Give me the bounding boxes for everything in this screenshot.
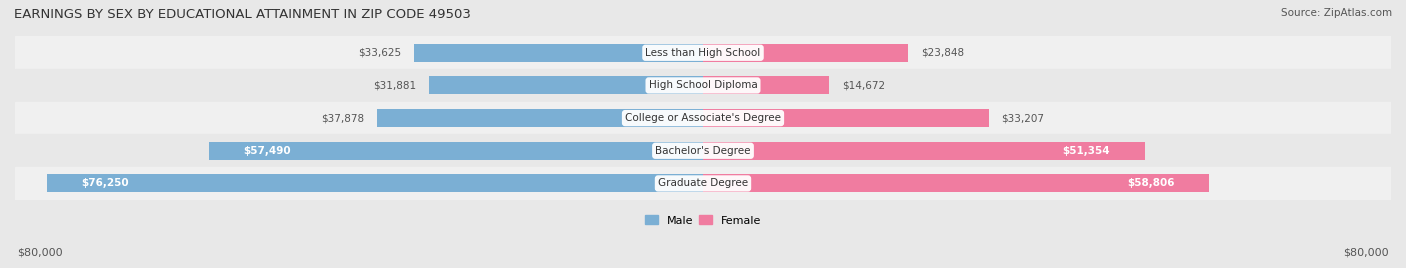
Text: $31,881: $31,881 bbox=[373, 80, 416, 90]
Bar bbox=[413, 44, 703, 62]
Bar bbox=[377, 109, 703, 127]
Bar bbox=[15, 69, 1391, 102]
Text: $76,250: $76,250 bbox=[82, 178, 129, 188]
Text: $58,806: $58,806 bbox=[1126, 178, 1174, 188]
Bar bbox=[703, 174, 1209, 192]
Bar bbox=[15, 36, 1391, 69]
Text: $80,000: $80,000 bbox=[17, 247, 62, 257]
Bar bbox=[703, 44, 908, 62]
Bar bbox=[703, 76, 830, 94]
Text: High School Diploma: High School Diploma bbox=[648, 80, 758, 90]
Bar bbox=[15, 135, 1391, 167]
Bar bbox=[208, 142, 703, 160]
Text: $80,000: $80,000 bbox=[1344, 247, 1389, 257]
Bar bbox=[703, 109, 988, 127]
Text: $37,878: $37,878 bbox=[321, 113, 364, 123]
Text: $23,848: $23,848 bbox=[921, 48, 965, 58]
Text: $33,207: $33,207 bbox=[1001, 113, 1045, 123]
Text: Graduate Degree: Graduate Degree bbox=[658, 178, 748, 188]
Bar bbox=[15, 167, 1391, 200]
Bar bbox=[48, 174, 703, 192]
Text: EARNINGS BY SEX BY EDUCATIONAL ATTAINMENT IN ZIP CODE 49503: EARNINGS BY SEX BY EDUCATIONAL ATTAINMEN… bbox=[14, 8, 471, 21]
Legend: Male, Female: Male, Female bbox=[640, 211, 766, 230]
Text: College or Associate's Degree: College or Associate's Degree bbox=[626, 113, 780, 123]
Text: Bachelor's Degree: Bachelor's Degree bbox=[655, 146, 751, 156]
Bar bbox=[703, 142, 1144, 160]
Text: $14,672: $14,672 bbox=[842, 80, 886, 90]
Text: Less than High School: Less than High School bbox=[645, 48, 761, 58]
Text: $33,625: $33,625 bbox=[357, 48, 401, 58]
Bar bbox=[15, 102, 1391, 135]
Bar bbox=[429, 76, 703, 94]
Text: $51,354: $51,354 bbox=[1063, 146, 1111, 156]
Text: $57,490: $57,490 bbox=[243, 146, 291, 156]
Text: Source: ZipAtlas.com: Source: ZipAtlas.com bbox=[1281, 8, 1392, 18]
